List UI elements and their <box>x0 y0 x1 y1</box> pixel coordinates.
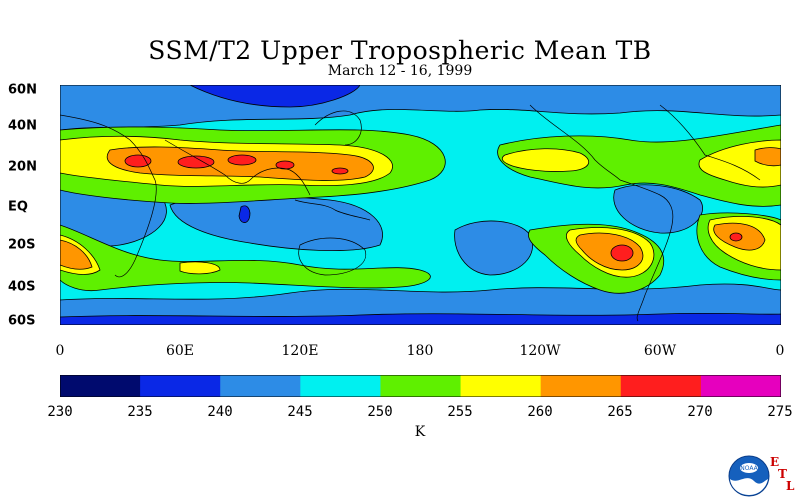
contour-map <box>60 85 781 325</box>
lon-label-0-right: 0 <box>775 343 785 359</box>
lat-label-60n: 60N <box>8 82 37 98</box>
lon-label-60e: 60E <box>165 343 195 359</box>
lon-label-120w: 120W <box>519 343 561 359</box>
etl-letter-l: L <box>786 479 795 493</box>
colorbar-swatch-270 <box>700 375 781 397</box>
colorbar <box>60 375 781 397</box>
colorbar-tick-260: 260 <box>527 404 553 420</box>
etl-letter-e: E <box>770 455 780 469</box>
lat-label-20s: 20S <box>8 237 36 253</box>
colorbar-swatch-235 <box>140 375 221 397</box>
colorbar-unit: K <box>414 424 426 440</box>
map-title: SSM/T2 Upper Tropospheric Mean TB <box>148 36 652 65</box>
colorbar-tick-230: 230 <box>47 404 73 420</box>
lat-label-40n: 40N <box>8 118 37 134</box>
colorbar-swatch-255 <box>460 375 542 397</box>
noaa-logo-icon: NOAA <box>728 455 770 497</box>
colorbar-tick-235: 235 <box>127 404 153 420</box>
colorbar-tick-245: 245 <box>287 404 313 420</box>
coastlines <box>60 104 761 322</box>
contour-235-240 <box>60 85 781 325</box>
lat-label-eq: EQ <box>8 199 28 215</box>
colorbar-tick-250: 250 <box>367 404 393 420</box>
contour-265-270 <box>124 154 743 262</box>
lon-label-180: 180 <box>406 343 434 359</box>
contour-240-245 <box>60 85 781 325</box>
lon-label-120e: 120E <box>281 343 319 359</box>
colorbar-swatch-240 <box>220 375 301 397</box>
colorbar-swatch-260 <box>540 375 622 397</box>
colorbar-tick-255: 255 <box>447 404 473 420</box>
lat-label-20n: 20N <box>8 159 37 175</box>
colorbar-tick-270: 270 <box>687 404 713 420</box>
lat-label-40s: 40S <box>8 279 36 295</box>
noaa-logo-text: NOAA <box>740 465 758 472</box>
lon-label-60w: 60W <box>643 343 677 359</box>
colorbar-tick-265: 265 <box>607 404 633 420</box>
colorbar-swatch-250 <box>380 375 462 397</box>
etl-letter-t: T <box>778 467 787 481</box>
colorbar-tick-240: 240 <box>207 404 233 420</box>
lat-label-60s: 60S <box>8 313 36 329</box>
map-subtitle: March 12 - 16, 1999 <box>327 63 473 79</box>
colorbar-swatch-230 <box>60 375 141 397</box>
colorbar-tick-275: 275 <box>767 404 793 420</box>
colorbar-swatch-265 <box>620 375 702 397</box>
lon-label-0-left: 0 <box>55 343 65 359</box>
contour-260-265 <box>60 146 781 271</box>
colorbar-swatch-245 <box>300 375 381 397</box>
